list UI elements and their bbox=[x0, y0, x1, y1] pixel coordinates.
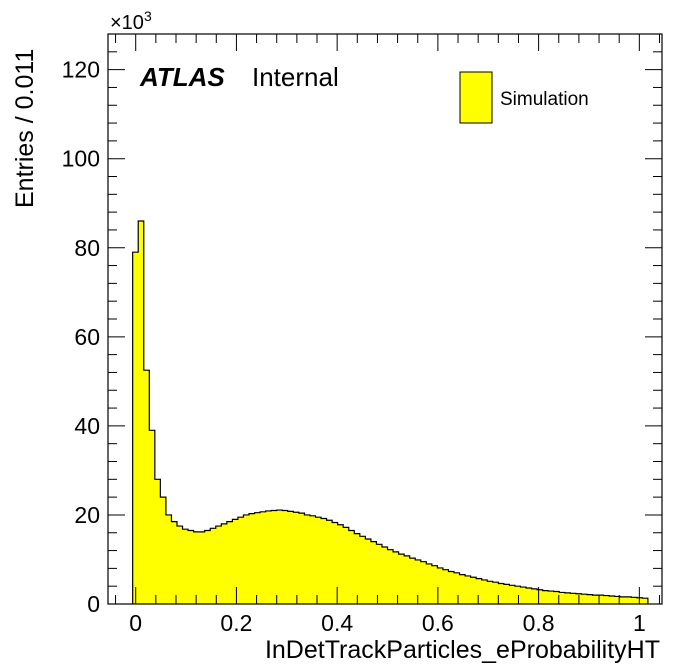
atlas-status: Internal bbox=[252, 62, 339, 92]
x-tick-label: 1 bbox=[633, 610, 646, 636]
y-tick-label: 80 bbox=[74, 235, 100, 261]
y-tick-label: 40 bbox=[74, 413, 100, 439]
y-tick-label: 60 bbox=[74, 324, 100, 350]
x-tick-label: 0 bbox=[129, 610, 142, 636]
plot-frame bbox=[107, 33, 663, 605]
y-tick-labels: 0 20 40 60 80 100 120 bbox=[62, 57, 100, 617]
y-tick-label: 20 bbox=[74, 502, 100, 528]
x-axis-title: InDetTrackParticles_eProbabilityHT bbox=[265, 636, 660, 664]
y-tick-label: 0 bbox=[87, 591, 100, 617]
atlas-label: ATLAS bbox=[139, 62, 225, 92]
x-tick-label: 0.8 bbox=[523, 610, 555, 636]
y-tick-label: 100 bbox=[62, 146, 100, 172]
y-tick-label: 120 bbox=[62, 57, 100, 83]
y-axis-title: Entries / 0.011 bbox=[11, 49, 39, 208]
x-tick-labels: 0 0.2 0.4 0.6 0.8 1 bbox=[129, 610, 645, 636]
x-tick-label: 0.2 bbox=[220, 610, 252, 636]
x-tick-label: 0.6 bbox=[422, 610, 454, 636]
axis-ticks bbox=[108, 33, 662, 605]
histogram-fill bbox=[132, 221, 648, 604]
x-tick-label: 0.4 bbox=[321, 610, 353, 636]
histogram-outline bbox=[132, 220, 649, 604]
legend-label-simulation: Simulation bbox=[500, 89, 589, 110]
y-scale-label: ×103 bbox=[110, 8, 152, 34]
legend-swatch bbox=[459, 71, 493, 124]
